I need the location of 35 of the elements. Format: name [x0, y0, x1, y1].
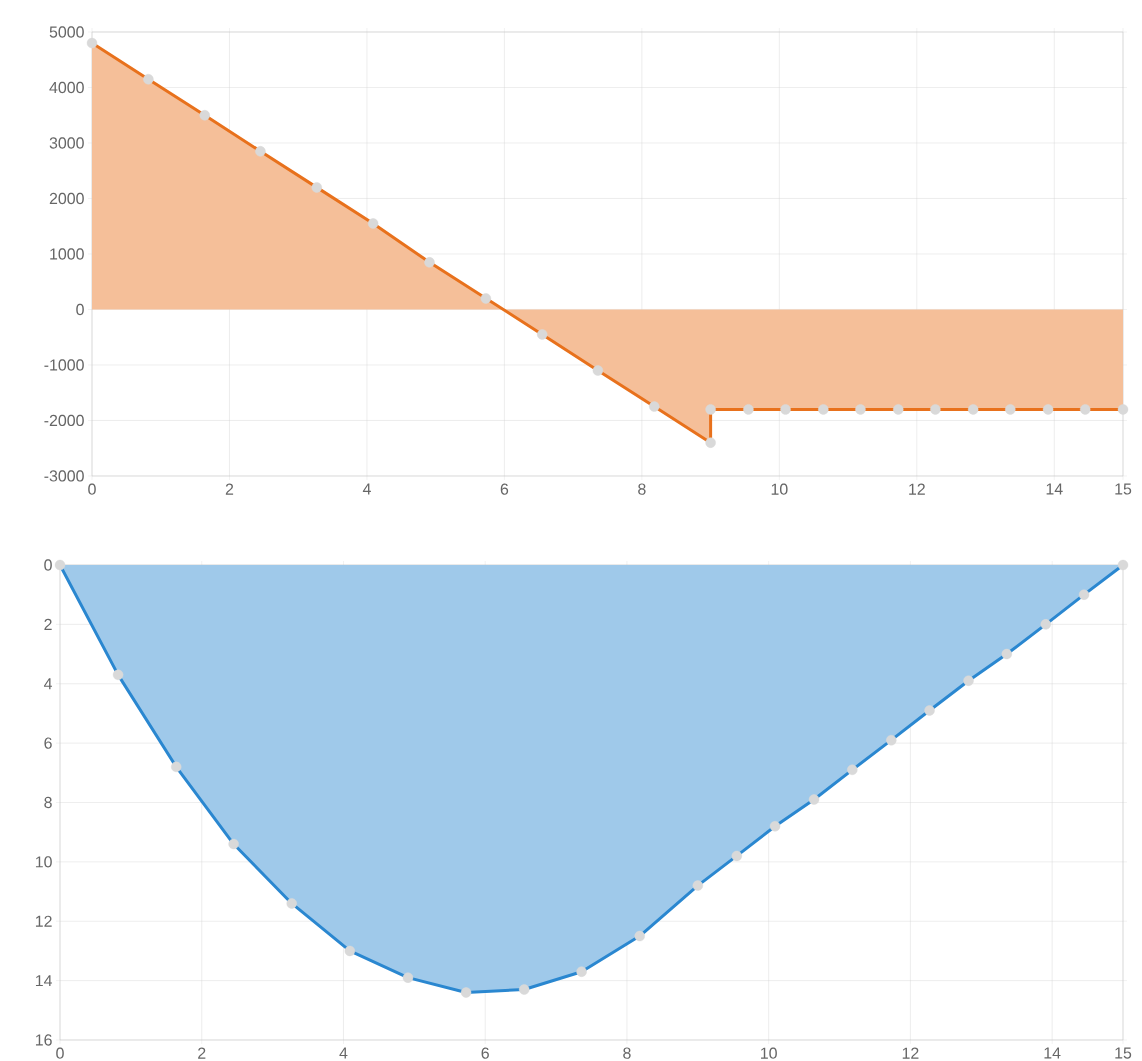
x-tick-label: 0: [88, 483, 96, 495]
y-tick-label: -2000: [44, 414, 84, 427]
x-tick-label: 6: [500, 483, 509, 495]
y-tick-label: 5000: [49, 26, 84, 38]
y-tick-label: 10: [35, 856, 52, 868]
x-tick-label: 2: [198, 1047, 206, 1059]
x-tick-label: 6: [481, 1047, 489, 1059]
x-tick-label: 2: [225, 483, 234, 495]
y-tick-label: 2: [44, 618, 52, 630]
y-tick-label: 12: [35, 915, 52, 927]
x-tick-label: 8: [638, 483, 646, 495]
x-tick-label: 10: [761, 1047, 777, 1059]
x-tick-label: 15: [1115, 1047, 1132, 1059]
y-tick-label: 4000: [49, 81, 84, 94]
y-tick-label: 8: [44, 796, 52, 809]
y-tick-label: 4: [43, 678, 53, 690]
y-tick-label: 1000: [50, 248, 84, 260]
y-tick-label: -1000: [44, 359, 84, 371]
x-tick-label: 10: [771, 483, 788, 495]
x-tick-label: 8: [623, 1047, 631, 1059]
x-tick-label: 4: [339, 1047, 348, 1059]
y-tick-label: 14: [35, 975, 53, 987]
y-tick-label: 0: [44, 559, 52, 571]
y-tick-label: 6: [44, 737, 52, 749]
y-tick-label: 0: [76, 303, 84, 316]
x-tick-label: 4: [362, 483, 371, 495]
y-tick-label: -3000: [44, 470, 84, 482]
y-tick-label: 2000: [49, 192, 84, 205]
y-tick-label: 3000: [49, 137, 84, 149]
x-tick-label: 15: [1115, 483, 1132, 495]
x-tick-label: 12: [902, 1047, 919, 1059]
x-tick-label: 14: [1044, 1047, 1061, 1059]
x-tick-label: 12: [909, 483, 925, 495]
x-tick-label: 14: [1046, 483, 1063, 495]
y-tick-label: 16: [35, 1034, 52, 1046]
